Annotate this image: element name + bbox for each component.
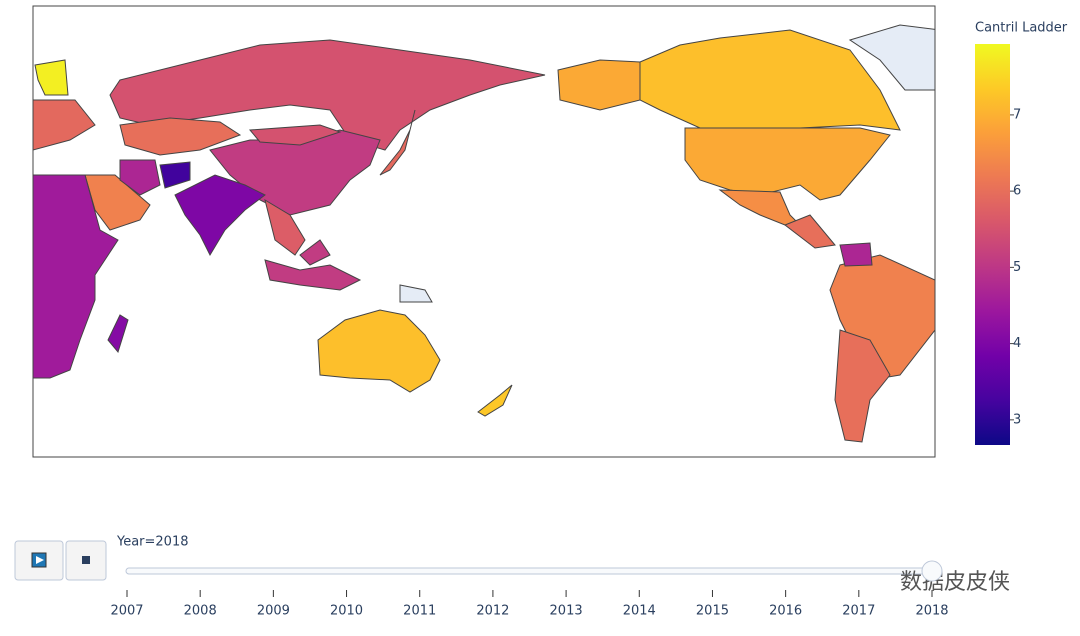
slider-handle[interactable] xyxy=(921,560,943,582)
country xyxy=(783,214,836,249)
watermark: 数据皮皮侠 xyxy=(900,570,1010,595)
country xyxy=(34,59,69,96)
country xyxy=(33,99,96,151)
country xyxy=(264,259,362,291)
country xyxy=(159,161,191,189)
colorbar-tick-label: 5 xyxy=(1013,260,1021,275)
country xyxy=(174,174,266,257)
country xyxy=(107,314,129,354)
country xyxy=(119,159,161,196)
slider-step-label[interactable]: 2012 xyxy=(476,604,509,619)
country xyxy=(718,189,802,226)
country xyxy=(379,109,416,176)
country xyxy=(299,239,331,266)
country xyxy=(264,198,306,256)
slider-step-label[interactable]: 2017 xyxy=(842,604,875,619)
slider-step-label[interactable]: 2011 xyxy=(403,604,436,619)
map-frame xyxy=(32,5,936,458)
colorbar-tick-label: 7 xyxy=(1013,107,1021,122)
slider-step-label[interactable]: 2007 xyxy=(110,604,143,619)
country xyxy=(248,124,342,146)
slider-step-label[interactable]: 2010 xyxy=(330,604,363,619)
slider-step-label[interactable]: 2016 xyxy=(769,604,802,619)
country xyxy=(684,127,891,201)
slider-current-value: Year=2018 xyxy=(116,535,189,550)
country xyxy=(399,284,433,303)
country xyxy=(477,384,513,417)
country xyxy=(839,242,873,267)
map xyxy=(33,24,935,443)
slider-step-label[interactable]: 2015 xyxy=(696,604,729,619)
slider-step-label[interactable]: 2013 xyxy=(550,604,583,619)
colorbar-tick-label: 4 xyxy=(1013,336,1021,351)
country xyxy=(557,59,641,111)
slider-step-label[interactable]: 2009 xyxy=(257,604,290,619)
colorbar-tick-label: 3 xyxy=(1013,412,1021,427)
country xyxy=(119,117,242,156)
country xyxy=(33,174,119,379)
slider-step-label[interactable]: 2014 xyxy=(623,604,656,619)
country xyxy=(848,24,935,91)
country xyxy=(834,329,891,443)
colorbar-title: Cantril Ladder xyxy=(975,21,1068,36)
colorbar-tick-label: 6 xyxy=(1013,184,1021,199)
slider-track[interactable] xyxy=(125,567,935,575)
stop-icon xyxy=(82,556,90,564)
play-triangle xyxy=(36,556,44,564)
country xyxy=(639,29,901,131)
slider-step-label[interactable]: 2008 xyxy=(184,604,217,619)
colorbar xyxy=(975,44,1010,445)
slider-step-label[interactable]: 2018 xyxy=(915,604,948,619)
country xyxy=(317,309,441,393)
